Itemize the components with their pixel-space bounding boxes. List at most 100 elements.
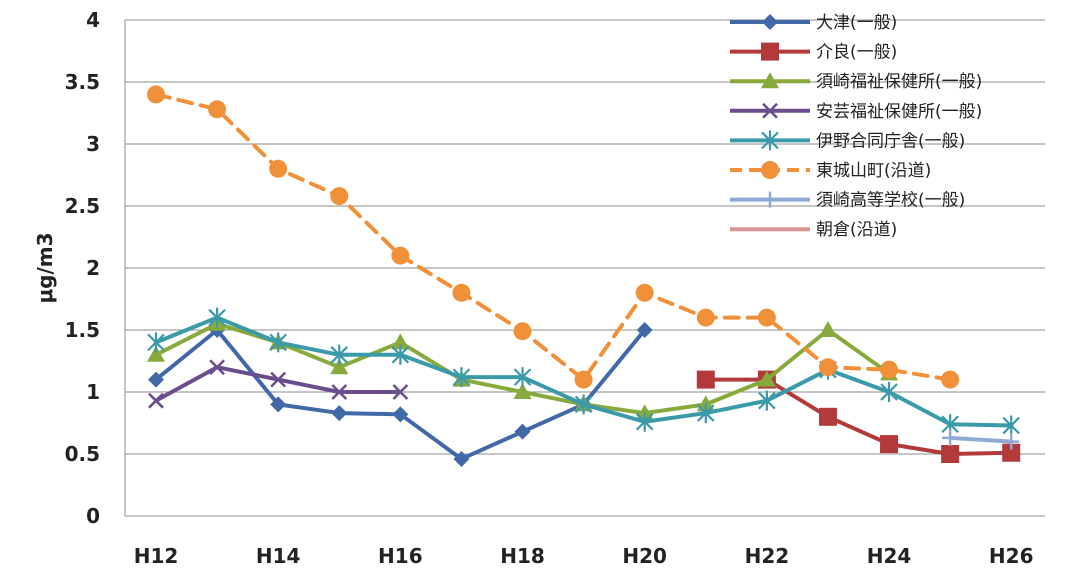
data-point (1002, 415, 1020, 436)
legend-label: 須崎福祉保健所(一般) (816, 72, 982, 92)
data-point (208, 307, 226, 328)
data-point (941, 445, 960, 463)
legend-item: 安芸福祉保健所(一般) (730, 102, 982, 122)
data-point (635, 411, 654, 432)
legend-item: 介良(一般) (730, 42, 897, 63)
y-tick-label: 4 (86, 8, 100, 32)
legend-marker (762, 102, 778, 119)
data-point (208, 100, 227, 119)
data-point (818, 321, 837, 337)
series-7 (942, 429, 1020, 450)
data-point (269, 159, 288, 178)
data-point (331, 405, 348, 422)
series-5 (147, 307, 1020, 436)
series-4 (148, 359, 409, 409)
legend-label: 安芸福祉保健所(一般) (816, 102, 982, 122)
data-point (392, 406, 409, 423)
data-point (574, 370, 593, 389)
x-tick-label: H20 (622, 544, 667, 568)
data-point (574, 394, 593, 415)
legend-label: 介良(一般) (816, 43, 897, 63)
y-tick-label: 3 (86, 132, 100, 156)
data-point (269, 332, 287, 353)
x-tick-label: H14 (256, 544, 301, 568)
legend-item: 須崎福祉保健所(一般) (730, 72, 982, 92)
data-point (635, 283, 654, 302)
data-point (392, 384, 409, 400)
data-point (147, 345, 165, 362)
y-tick-label: 0.5 (65, 442, 100, 466)
series-line (154, 92, 953, 382)
legend-label: 朝倉(沿道) (816, 220, 897, 240)
data-point (941, 370, 960, 389)
data-point (148, 371, 164, 388)
series-2 (696, 370, 1021, 463)
data-point (758, 390, 776, 411)
legend-item: 伊野合同庁舎(一般) (730, 130, 965, 151)
series-line (703, 377, 1014, 456)
data-point (452, 283, 471, 302)
data-point (391, 333, 410, 350)
x-tick-label: H24 (867, 544, 912, 568)
data-point (1003, 433, 1020, 450)
x-tick-label: H12 (134, 544, 179, 568)
y-tick-label: 1.5 (65, 318, 100, 342)
data-point (331, 384, 348, 400)
data-point (757, 370, 776, 387)
data-point (514, 423, 531, 440)
data-point (391, 246, 410, 265)
x-tick-label: H18 (500, 544, 545, 568)
x-axis-ticks: H12 H14 H16 H18 H20 H22 H24 H26 (134, 544, 1034, 568)
data-point (513, 322, 532, 341)
data-point (880, 382, 898, 402)
x-tick-label: H26 (989, 544, 1034, 568)
x-tick-label: H22 (745, 544, 790, 568)
data-point (147, 332, 165, 353)
legend-item: 須崎高等学校(一般) (730, 191, 965, 211)
legend-label: 東城山町(沿道) (816, 161, 931, 181)
data-point (453, 450, 470, 467)
series-6 (147, 85, 960, 389)
x-tick-label: H16 (378, 544, 423, 568)
legend-item: 大津(一般) (730, 13, 897, 33)
legend-marker (761, 130, 779, 151)
legend-label: 大津(一般) (816, 13, 897, 33)
data-point (757, 308, 776, 327)
y-axis-label: μg/m3 (33, 232, 57, 303)
data-point (513, 383, 532, 399)
data-point (452, 367, 471, 388)
legend-label: 伊野合同庁舎(一般) (816, 131, 965, 151)
gridlines (124, 19, 1045, 517)
data-point (391, 344, 410, 365)
legend-marker (762, 191, 778, 208)
y-tick-label: 3.5 (65, 70, 100, 94)
legend-marker (761, 42, 779, 61)
data-point (148, 392, 164, 409)
data-point (818, 358, 837, 377)
data-point (270, 396, 287, 413)
data-point (1002, 443, 1021, 462)
data-point (818, 407, 837, 426)
data-point (880, 435, 899, 454)
series-group (147, 85, 1021, 467)
legend: 大津(一般) 介良(一般) 須崎福祉保健所(一般) 安芸福祉保健所(一般) 伊野合同庁舎… (730, 13, 982, 240)
y-tick-label: 0 (86, 504, 100, 528)
y-tick-label: 1 (86, 380, 100, 404)
data-point (147, 85, 165, 104)
legend-item: 朝倉(沿道) (730, 220, 897, 240)
series-line (948, 435, 1014, 444)
data-point (880, 360, 899, 379)
y-axis-ticks: 0 0.5 1 1.5 2 2.5 3 3.5 4 (65, 8, 100, 528)
data-point (330, 358, 349, 375)
data-point (330, 344, 349, 365)
legend-marker (761, 72, 779, 89)
data-point (696, 370, 715, 389)
data-point (209, 359, 225, 376)
data-point (330, 187, 349, 206)
data-point (942, 429, 959, 446)
y-tick-label: 2.5 (65, 194, 100, 218)
y-tick-label: 2 (86, 256, 100, 280)
data-point (636, 322, 653, 338)
